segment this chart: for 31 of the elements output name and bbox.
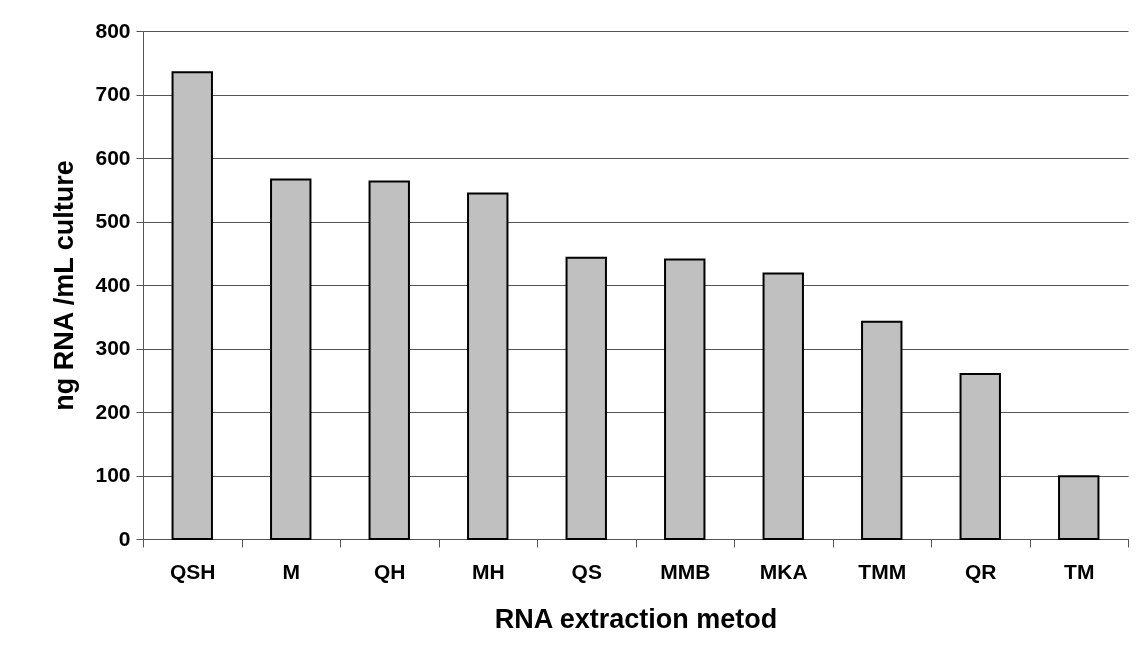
x-tick-label: QSH bbox=[169, 559, 216, 583]
y-tick-label: 500 bbox=[95, 209, 131, 232]
x-tick-label: M bbox=[282, 559, 300, 583]
bar bbox=[368, 180, 410, 540]
y-tick-label: 600 bbox=[95, 145, 131, 169]
x-tick-label: MKA bbox=[759, 559, 808, 583]
x-axis-title: RNA extraction metod bbox=[494, 603, 778, 634]
bar bbox=[270, 178, 312, 540]
y-tick-label: 800 bbox=[95, 18, 131, 42]
bar bbox=[467, 192, 509, 540]
bar bbox=[1058, 475, 1100, 540]
y-tick-label: 200 bbox=[95, 399, 131, 423]
y-axis-title: ng RNA /mL culture bbox=[49, 160, 80, 411]
y-tick-label: 300 bbox=[95, 336, 131, 359]
bar bbox=[959, 372, 1001, 540]
x-tick-label: MMB bbox=[660, 559, 711, 583]
y-tick-label: 700 bbox=[95, 82, 131, 105]
bar bbox=[565, 256, 607, 540]
x-tick-label: TM bbox=[1064, 559, 1095, 583]
x-tick-label: TMM bbox=[858, 559, 907, 583]
x-tick-label: QS bbox=[571, 559, 602, 583]
y-tick-label: 0 bbox=[118, 526, 131, 550]
x-tick-label: QH bbox=[374, 559, 406, 583]
y-tick-label: 100 bbox=[95, 463, 131, 486]
bar bbox=[861, 320, 903, 540]
bar bbox=[171, 71, 213, 540]
y-tick-label: 400 bbox=[95, 272, 131, 296]
x-tick-label: MH bbox=[471, 559, 505, 583]
x-tick-label: QR bbox=[965, 559, 997, 583]
bar bbox=[762, 272, 804, 540]
bar bbox=[664, 258, 706, 540]
